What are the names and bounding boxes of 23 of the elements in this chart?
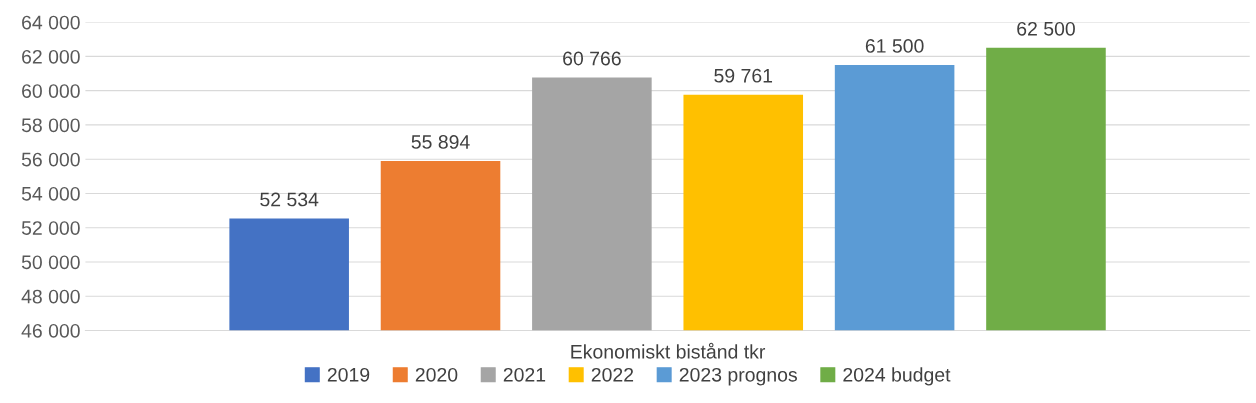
y-tick-label: 52 000 [21, 221, 80, 235]
data-label: 62 500 [1017, 21, 1075, 36]
data-label: 55 894 [411, 135, 470, 149]
y-tick-label: 46 000 [21, 323, 80, 338]
y-tick-label: 54 000 [21, 186, 80, 201]
legend-label: 2022 [591, 367, 634, 382]
y-tick-label: 60 000 [22, 84, 80, 98]
legend-label: 2020 [415, 367, 458, 382]
legend-label: 2021 [503, 367, 546, 382]
legend-label: 2023 prognos [679, 367, 797, 386]
y-tick-label: 50 000 [21, 255, 80, 270]
data-label: 52 534 [260, 192, 319, 207]
y-tick-label: 48 000 [21, 289, 80, 304]
data-label: 59 761 [714, 68, 773, 83]
data-label: 61 500 [865, 39, 924, 53]
legend-label: 2019 [327, 367, 370, 382]
y-tick-label: 56 000 [21, 152, 80, 167]
x-tick-label: Ekonomiskt bistånd tkr [571, 342, 766, 359]
y-tick-label: 64 000 [22, 15, 80, 30]
y-tick-label: 58 000 [21, 118, 80, 133]
y-tick-label: 62 000 [22, 49, 80, 64]
data-label: 60 766 [563, 51, 621, 66]
legend-label: 2024 budget [843, 367, 951, 386]
